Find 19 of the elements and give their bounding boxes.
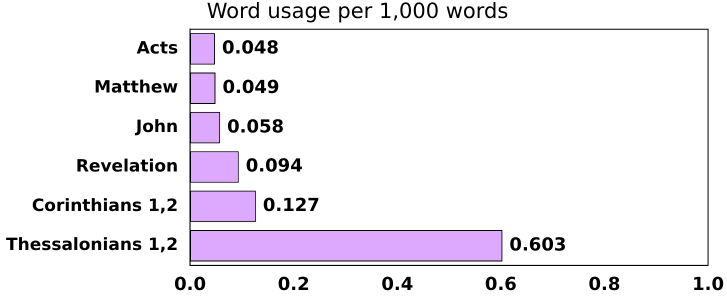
y-tick-label: Revelation: [76, 156, 178, 176]
y-tick-label: Thessalonians 1,2: [6, 235, 178, 256]
x-tick-label: 0.2: [278, 274, 310, 295]
x-tick-label: 0.8: [588, 274, 620, 295]
data-label: 0.127: [262, 195, 320, 216]
x-tick-label: 0.4: [381, 274, 414, 295]
y-tick-label: Corinthians 1,2: [32, 196, 178, 216]
chart-title: Word usage per 1,000 words: [206, 0, 508, 24]
y-tick-label: Acts: [136, 38, 178, 58]
y-tick-label: John: [134, 117, 178, 138]
x-tick-label: 1.0: [692, 274, 724, 295]
data-label: 0.603: [509, 234, 566, 256]
y-tick-label: Matthew: [94, 78, 178, 98]
data-label: 0.094: [246, 156, 303, 177]
data-label: 0.058: [227, 116, 284, 138]
x-tick-label: 0.0: [174, 274, 206, 295]
data-label: 0.049: [222, 76, 280, 98]
x-tick-label: 0.6: [484, 274, 517, 295]
data-label: 0.048: [222, 38, 279, 59]
